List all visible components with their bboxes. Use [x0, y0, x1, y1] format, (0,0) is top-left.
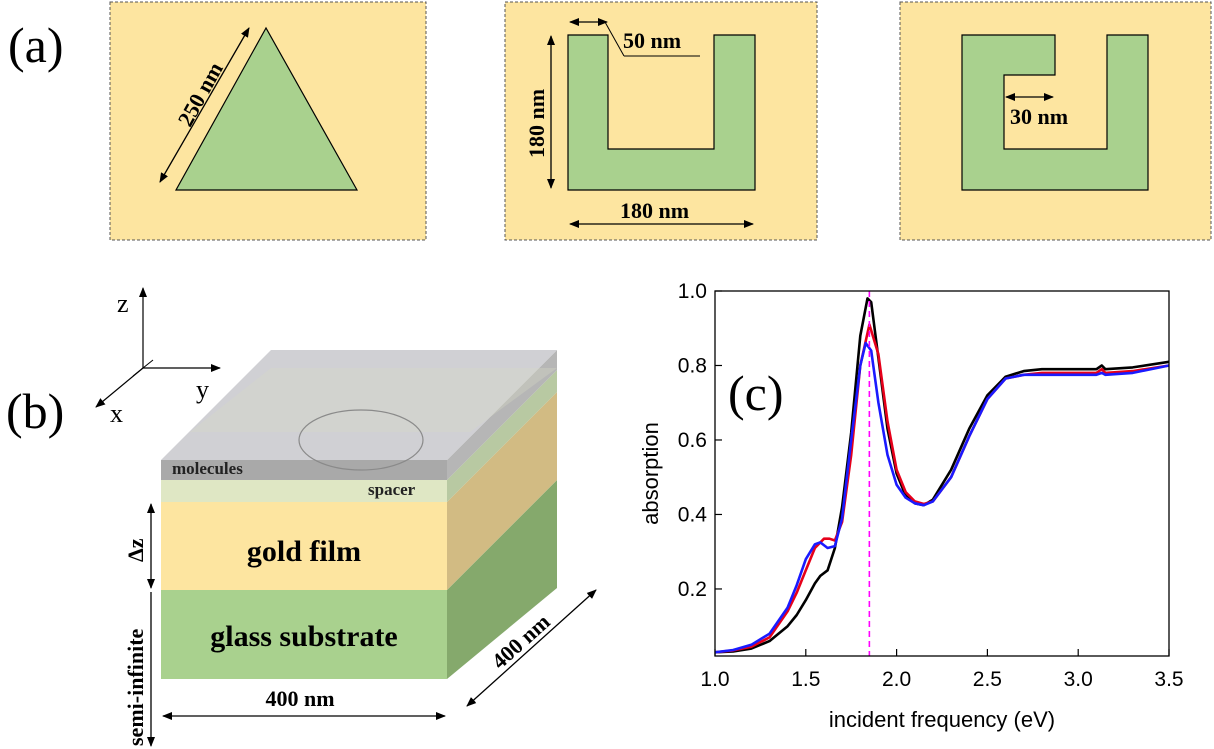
- x-tick-label: 1.5: [791, 668, 820, 691]
- chart-ticks: 1.0 1.5 2.0 2.5 3.0 3.5 0.2 0.4 0.6 0.8 1.0: [678, 280, 1184, 691]
- gold-side-face: [447, 392, 557, 590]
- gold-film-layer: [161, 502, 447, 590]
- top-dimension-leader: [604, 21, 625, 57]
- glass-substrate-layer: [161, 590, 447, 679]
- panel-c-label: (c): [728, 365, 784, 421]
- triangle-cell: 250 nm: [109, 1, 427, 241]
- x-tick-label: 2.5: [973, 668, 1002, 691]
- nanostructure-outline: [298, 409, 424, 471]
- panel-a-label: (a): [8, 17, 64, 73]
- width-label: 400 nm: [265, 686, 334, 711]
- spacer-label: spacer: [368, 480, 416, 499]
- series-line-2: [714, 323, 1170, 654]
- spacer-layer: [161, 480, 447, 502]
- y-tick-label: 1.0: [678, 280, 707, 303]
- x-tick-label: 1.0: [700, 668, 729, 691]
- spacer-side-face: [447, 370, 557, 502]
- y-axis-label: y: [196, 375, 209, 404]
- gold-film-label: gold film: [247, 535, 361, 568]
- coordinate-axes: z y x: [95, 287, 221, 428]
- width-dimension-label: 180 nm: [620, 198, 689, 223]
- c-shape-cell: 30 nm: [899, 1, 1212, 241]
- gold-background: [504, 1, 818, 241]
- semi-infinite-label: semi-infinite: [123, 628, 148, 746]
- y-axis-title: absorption: [638, 422, 663, 525]
- molecules-layer: [161, 460, 447, 480]
- glass-substrate-label: glass substrate: [210, 620, 398, 653]
- origin-tick: [132, 359, 154, 377]
- panel-b-label: (b): [6, 383, 64, 439]
- depth-arrow: [466, 589, 597, 707]
- x-axis-title: incident frequency (eV): [829, 707, 1055, 732]
- series-line-3: [714, 341, 1170, 654]
- series-line-1: [714, 297, 1170, 654]
- gap-dimension-label: 30 nm: [1010, 104, 1068, 129]
- molecules-side-face: [447, 350, 557, 480]
- top-face: [161, 350, 557, 460]
- y-tick-label: 0.2: [678, 578, 707, 601]
- c-shape: [961, 34, 1149, 191]
- x-tick-label: 3.5: [1154, 668, 1183, 691]
- y-tick-label: 0.8: [678, 354, 707, 377]
- top-dimension-label: 50 nm: [623, 28, 681, 53]
- u-shape: [567, 34, 756, 191]
- y-tick-label: 0.6: [678, 429, 707, 452]
- x-tick-label: 3.0: [1064, 668, 1093, 691]
- x-tick-label: 2.0: [882, 668, 911, 691]
- layered-block: molecules spacer gold film glass substra…: [123, 350, 597, 747]
- x-axis-label: x: [110, 399, 123, 428]
- chart-series: [714, 297, 1170, 654]
- height-dimension-label: 180 nm: [524, 89, 549, 158]
- molecules-label: molecules: [172, 459, 243, 478]
- plot-frame: [714, 290, 1170, 657]
- absorption-chart: 1.0 1.5 2.0 2.5 3.0 3.5 0.2 0.4 0.6 0.8 1.0 (c) in…: [638, 280, 1184, 732]
- z-axis-label: z: [117, 289, 129, 318]
- side-dimension-arrow: [159, 27, 250, 183]
- top-face-tint: [190, 368, 557, 432]
- gold-background: [899, 1, 1212, 241]
- y-tick-label: 0.4: [678, 503, 708, 526]
- delta-z-label: Δz: [123, 538, 148, 562]
- u-shape-cell: 50 nm 180 nm 180 nm: [504, 1, 818, 241]
